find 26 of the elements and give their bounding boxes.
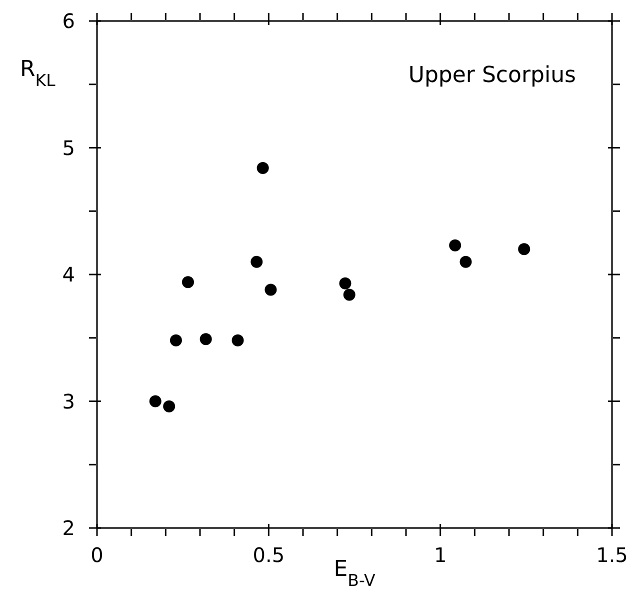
point xyxy=(182,276,194,288)
point xyxy=(339,277,352,290)
point xyxy=(449,239,462,252)
y-axis-title: R$_{KL}$ xyxy=(20,57,56,90)
x-tick-label: 1.5 xyxy=(596,543,628,567)
point xyxy=(250,256,263,268)
x-tick-label: 0 xyxy=(90,543,104,567)
y-tick-label: 4 xyxy=(62,262,75,286)
y-tick-label: 6 xyxy=(62,9,75,33)
point xyxy=(343,288,356,301)
point xyxy=(518,243,530,256)
point xyxy=(170,334,182,346)
y-tick-label: 5 xyxy=(62,136,75,160)
x-tick-label: 1 xyxy=(434,543,447,567)
x-axis-title: E$_{B-V}$ xyxy=(334,557,376,590)
annotation: Upper Scorpius xyxy=(408,63,576,88)
y-tick-label: 2 xyxy=(62,516,75,540)
x-tick-label: 0.5 xyxy=(252,543,285,567)
point xyxy=(232,334,244,346)
point xyxy=(460,256,472,268)
point xyxy=(256,162,269,174)
point xyxy=(264,284,277,296)
point xyxy=(149,395,162,408)
y-tick-label: 3 xyxy=(62,389,75,414)
point xyxy=(163,400,176,412)
point xyxy=(200,333,212,346)
